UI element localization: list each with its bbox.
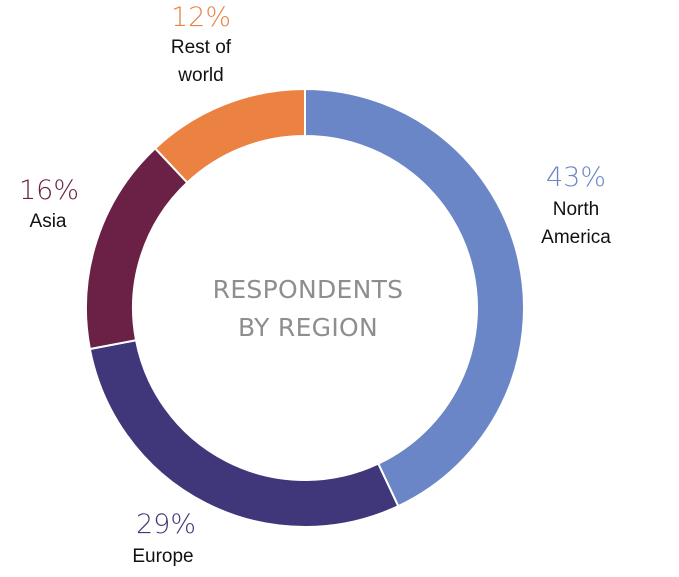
slice-rest-of-world (153, 87, 306, 185)
slice-value-label-asia: 16% (19, 175, 79, 206)
center-label-line-2: BY REGION (238, 313, 378, 342)
slice-asia (85, 146, 189, 351)
slice-north-america (304, 87, 525, 508)
donut-slices (85, 87, 525, 528)
slice-value-label-north-america: 43% (546, 162, 606, 193)
slice-name-label-rest-of-world-line-1: Rest of (171, 37, 232, 58)
slice-name-label-europe: Europe (132, 546, 193, 567)
slice-europe (88, 339, 400, 528)
slice-value-label-europe: 29% (136, 509, 196, 540)
slice-name-label-rest-of-world-line-2: world (177, 65, 223, 86)
slice-value-label-rest-of-world: 12% (171, 2, 231, 33)
center-label-line-1: RESPONDENTS (213, 275, 404, 304)
slice-name-label-north-america-line-1: North (553, 199, 599, 220)
slice-name-label-north-america-line-2: America (541, 227, 611, 248)
slice-name-label-asia: Asia (30, 211, 67, 232)
